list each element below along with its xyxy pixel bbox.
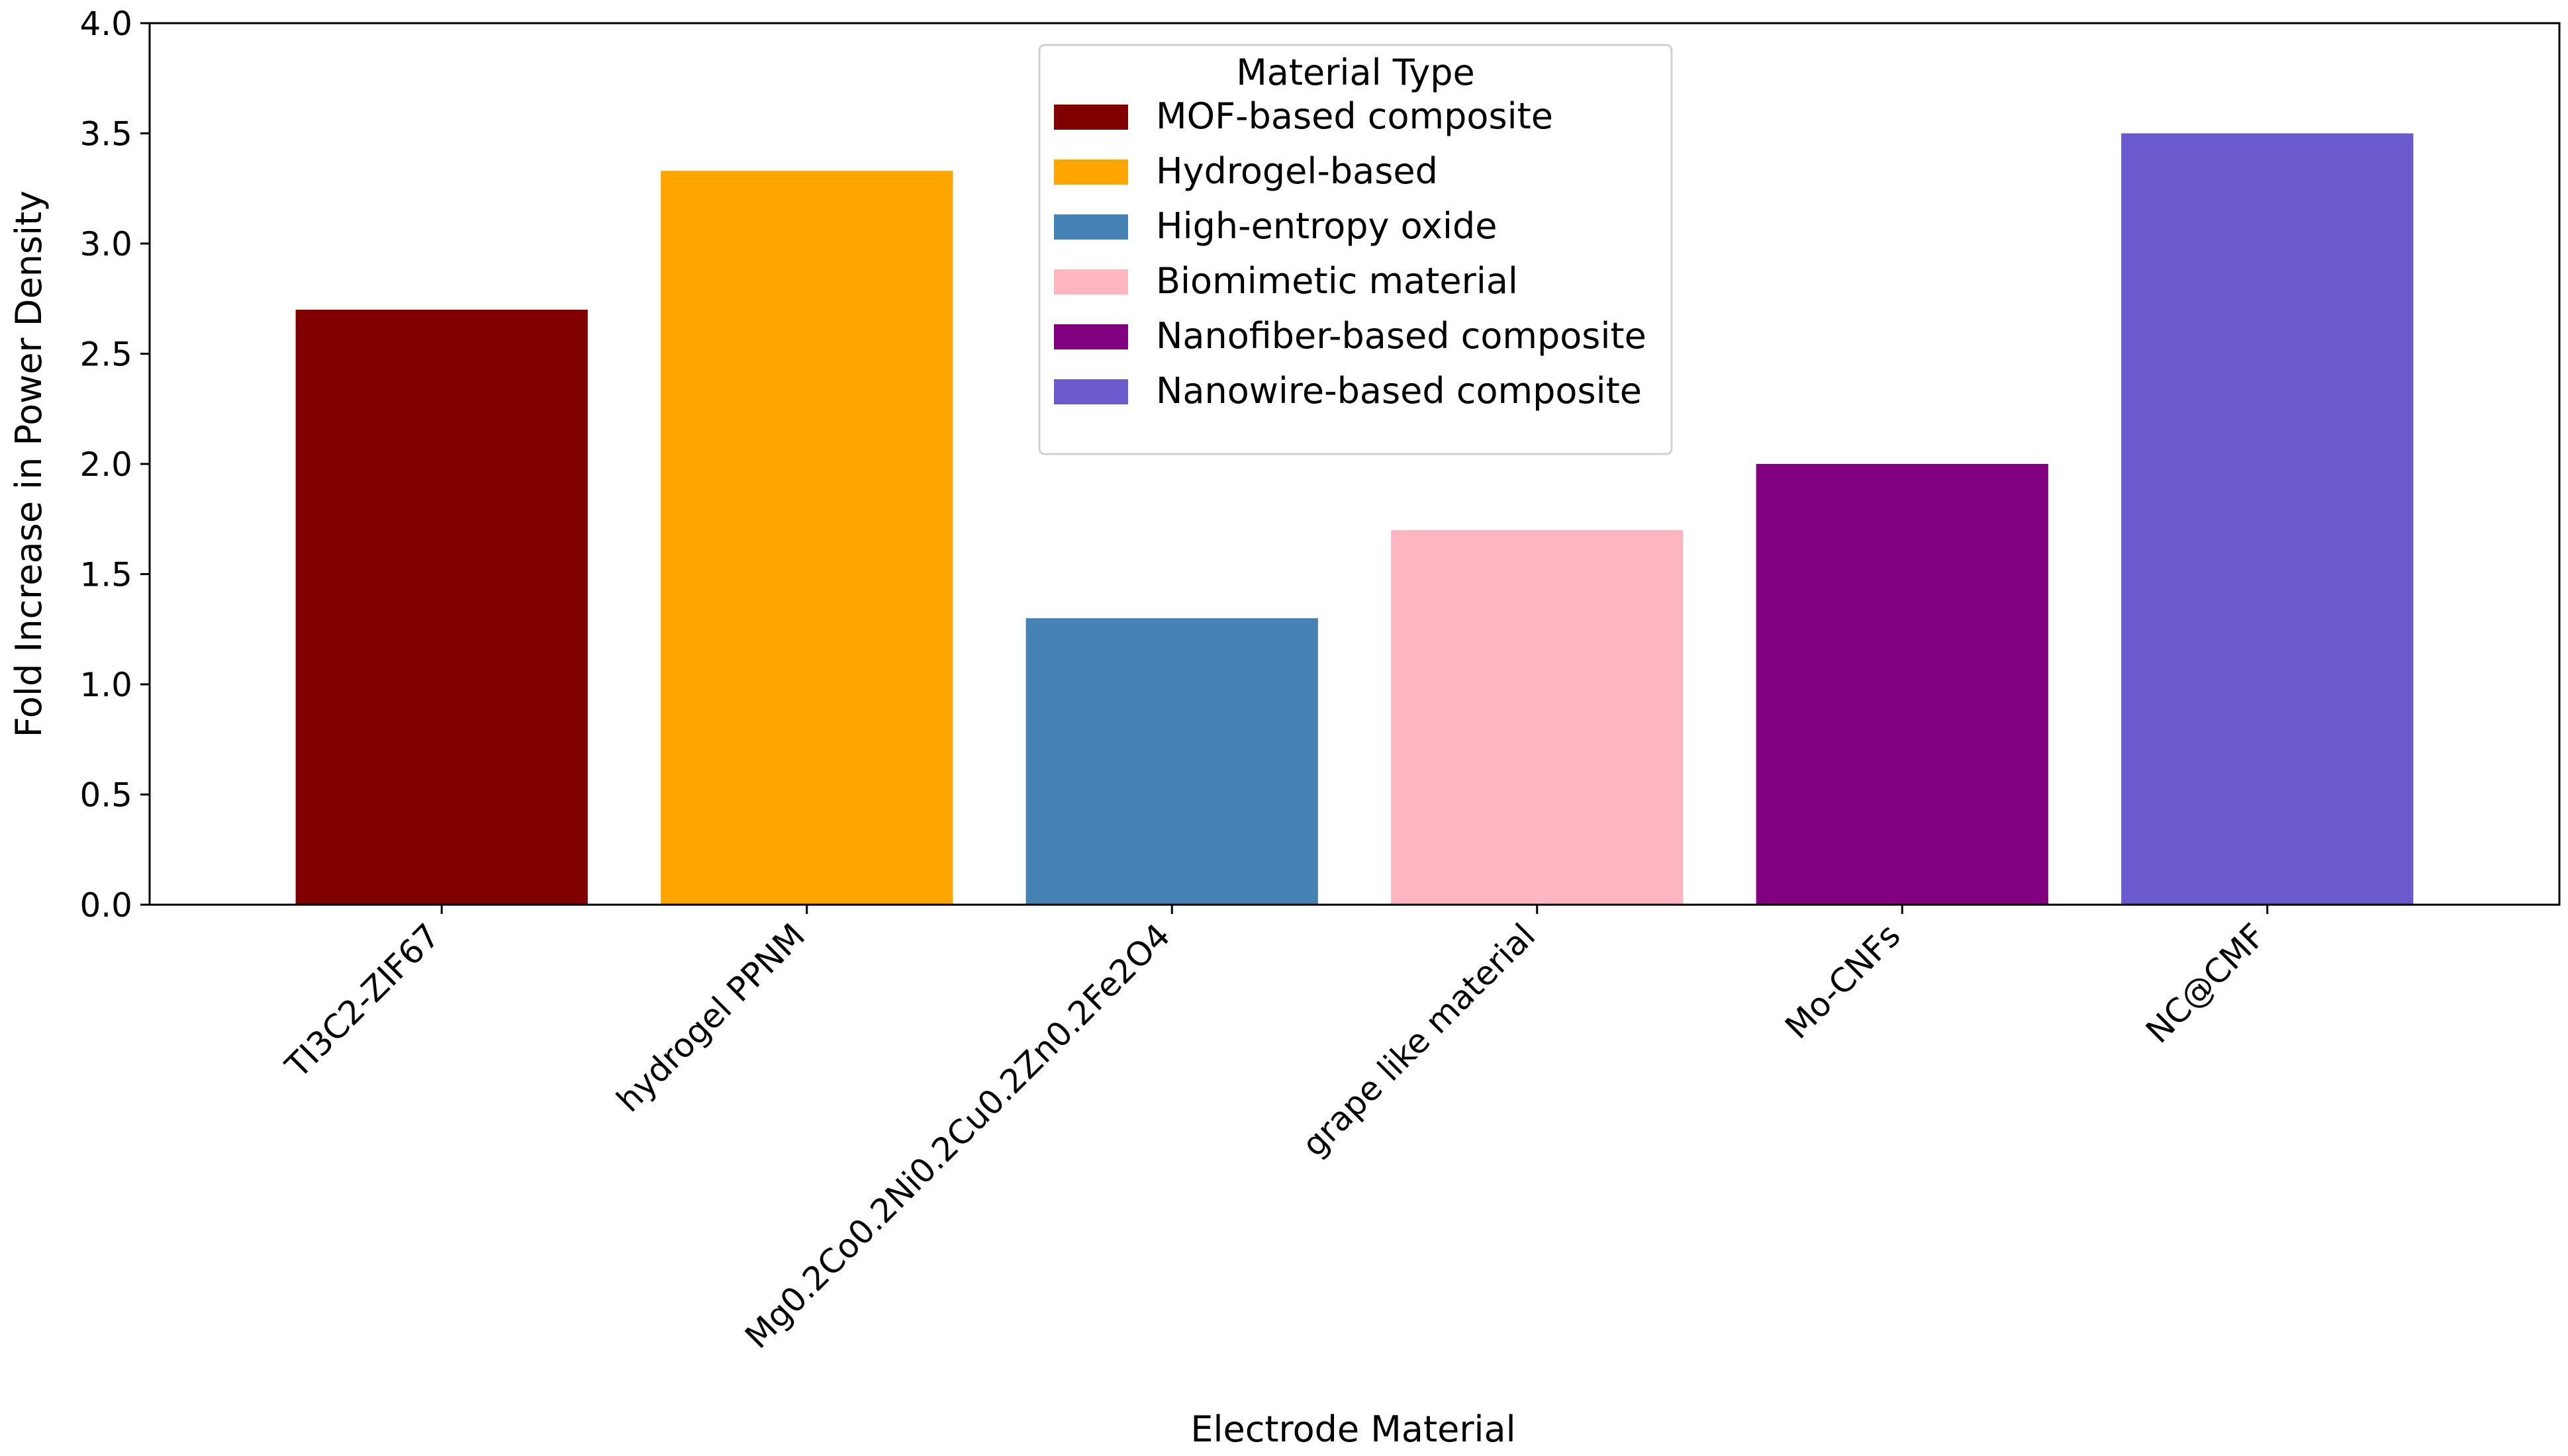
bar-hydrogel-ppnm <box>661 171 953 905</box>
legend-swatch <box>1054 159 1128 185</box>
x-tick-label: hydrogel PPNM <box>609 916 812 1119</box>
y-tick-label: 0.5 <box>79 776 132 815</box>
bar-mg0-2co0-2ni0-2cu0-2zn0-2fe2o4 <box>1025 618 1318 905</box>
legend-entries: MOF-based composite Hydrogel-based High-en… <box>1054 95 1646 412</box>
legend: Material Type MOF-based composite Hydroge… <box>1038 44 1673 455</box>
y-tick-label: 1.0 <box>79 666 132 704</box>
legend-entry-label: MOF-based composite <box>1156 95 1553 137</box>
legend-title: Material Type <box>1236 52 1475 93</box>
x-tick-label: grape like material <box>1295 916 1543 1164</box>
x-axis: TI3C2-ZIF67 hydrogel PPNMMg0.2Co0.2Ni0.2C… <box>278 905 2273 1356</box>
plot-frame <box>148 22 2561 906</box>
bar-grape-like-material <box>1391 529 1684 905</box>
x-tick-label: Mo-CNFs <box>1778 916 1907 1046</box>
y-tick-label: 2.0 <box>79 445 132 484</box>
legend-entry-label: Biomimetic material <box>1156 260 1518 302</box>
bars-group <box>295 133 2414 905</box>
x-tick-label: TI3C2-ZIF67 <box>278 916 448 1085</box>
legend-swatch <box>1054 269 1128 295</box>
legend-entry-label: Nanowire-based composite <box>1156 370 1642 412</box>
x-axis-label: Electrode Material <box>1190 1408 1515 1450</box>
y-tick-label: 2.5 <box>79 336 132 374</box>
bar-ti3c2-zif67 <box>295 309 588 905</box>
y-axis: 0.0 0.5 1.0 1.5 2.0 2.5 3.0 3.5 4.0 <box>79 5 150 925</box>
bar-mo-cnfs <box>1756 464 2048 905</box>
y-axis-label: Fold Increase in Power Density <box>8 191 50 737</box>
bar-nc-cmf <box>2121 133 2414 905</box>
legend-entry-label: High-entropy oxide <box>1156 205 1498 247</box>
legend-entry-label: Nanofiber-based composite <box>1156 315 1646 357</box>
legend-swatch <box>1054 324 1128 349</box>
legend-entry-label: Hydrogel-based <box>1156 150 1438 192</box>
y-tick-label: 4.0 <box>79 5 132 43</box>
legend-swatch <box>1054 214 1128 240</box>
legend-swatch <box>1054 105 1128 130</box>
y-tick-label: 3.0 <box>79 225 132 263</box>
y-tick-label: 1.5 <box>79 556 132 594</box>
legend-box <box>1038 44 1673 455</box>
legend-swatch <box>1054 379 1128 404</box>
x-tick-label: NC@CMF <box>2138 916 2273 1050</box>
y-tick-label: 0.0 <box>79 886 132 925</box>
y-tick-label: 3.5 <box>79 115 132 154</box>
x-tick-label: Mg0.2Co0.2Ni0.2Cu0.2Zn0.2Fe2O4 <box>737 916 1177 1355</box>
